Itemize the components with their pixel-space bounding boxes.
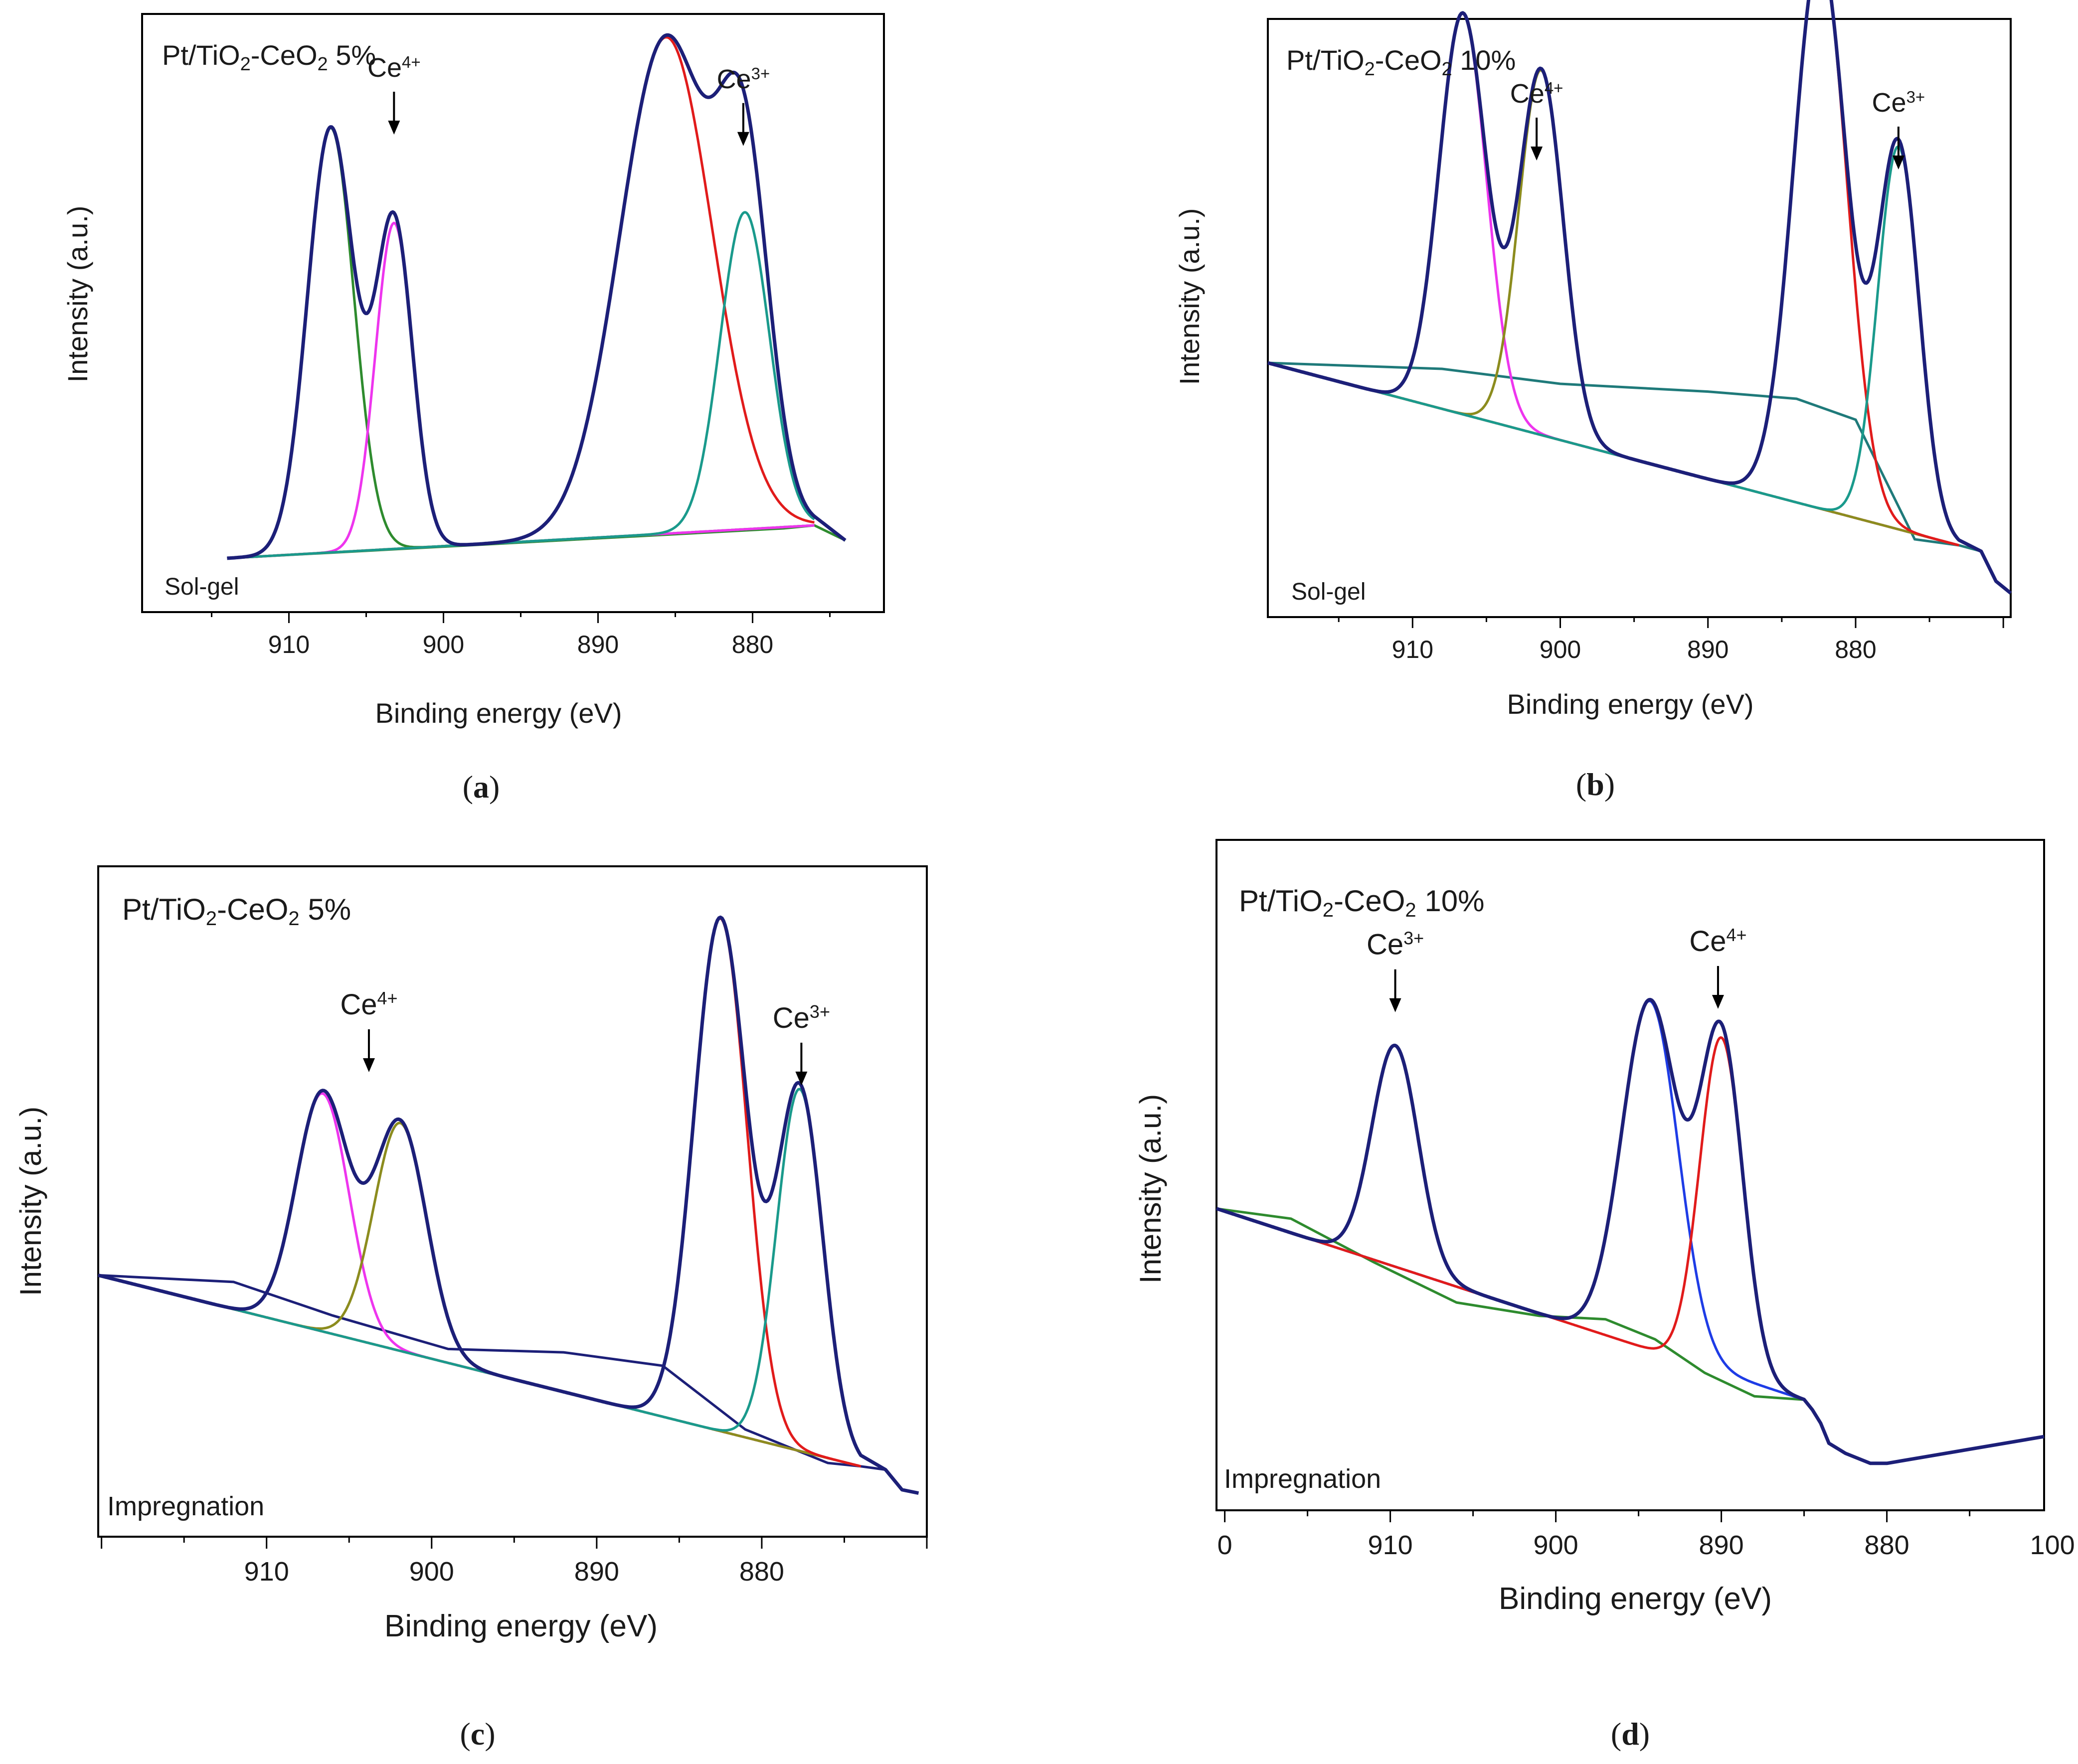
panel-b: Ce4+ Ce3+ 910 900 890 880 Pt/TiO2-CeO2 10% S… [1174, 0, 2012, 802]
plot-frame [97, 865, 928, 1538]
x-tick-label: 880 [739, 1557, 784, 1587]
arrow-down-icon [795, 1071, 808, 1086]
envelope-curve [1267, 0, 2012, 595]
x-tick-label: 880 [732, 631, 773, 658]
x-tick-label: 890 [1687, 636, 1729, 663]
component-curve [227, 221, 815, 560]
method-label: Impregnation [1224, 1464, 1381, 1494]
background-baseline [1267, 361, 2012, 594]
annotation-ce-4plus: Ce4+ [367, 53, 421, 135]
plot-area: Ce4+ Ce3+ [226, 33, 847, 560]
component-curve [227, 211, 815, 560]
arrow-down-icon [1531, 147, 1543, 160]
component-curve [1267, 0, 1959, 547]
annotation-label: Ce4+ [367, 53, 421, 83]
arrow-down-icon [737, 132, 749, 146]
annotation-ce-4plus: Ce4+ [1689, 924, 1747, 1009]
component-curve [1216, 999, 1805, 1401]
x-tick-label: 910 [1392, 636, 1433, 663]
caption-d: (d) [1611, 1716, 1650, 1752]
background-baseline [98, 1274, 919, 1495]
annotation-label: Ce3+ [1872, 88, 1925, 118]
annotation-label: Ce4+ [1510, 79, 1563, 109]
component-curve [98, 1088, 862, 1456]
x-tick-label: 910 [1368, 1530, 1413, 1560]
x-axis-label: Binding energy (eV) [375, 697, 622, 729]
x-tick-label: 910 [244, 1557, 289, 1587]
x-axis-label: Binding energy (eV) [1507, 688, 1754, 720]
envelope-curve [226, 33, 847, 560]
x-tick-label: 880 [1865, 1530, 1909, 1560]
panel-d: Ce3+ Ce4+ 0 910 900 890 880 100 Pt/TiO2-CeO2 1… [1134, 839, 2075, 1752]
annotation-ce-3plus: Ce3+ [717, 64, 770, 146]
envelope-curve [98, 915, 919, 1495]
plot-frame [1215, 839, 2045, 1511]
annotation-ce-4plus: Ce4+ [1510, 79, 1563, 160]
x-axis-label: Binding energy (eV) [384, 1609, 658, 1643]
arrow-down-icon [362, 1058, 375, 1072]
panel-a: Ce4+ Ce3+ 910 900 890 880 Pt/TiO2-CeO2 5% So… [62, 13, 885, 804]
method-label: Impregnation [107, 1491, 264, 1521]
annotation-ce-3plus: Ce3+ [773, 1001, 830, 1086]
caption-a: (a) [463, 769, 500, 804]
component-curve [227, 126, 815, 560]
method-label: Sol-gel [1291, 579, 1366, 605]
plot-frame [141, 13, 885, 613]
x-tick-label: 890 [574, 1557, 619, 1587]
annotation-label: Ce4+ [1689, 924, 1746, 958]
plot-area: Ce3+ Ce4+ [1215, 924, 2045, 1465]
y-axis-label: Intensity (a.u.) [14, 1107, 47, 1296]
sample-label: Pt/TiO2-CeO2 5% [122, 893, 351, 930]
plot-area: Ce4+ Ce3+ [98, 915, 919, 1495]
arrow-down-icon [388, 121, 400, 135]
y-axis-label: Intensity (a.u.) [1174, 208, 1205, 385]
caption-c: (c) [460, 1716, 495, 1752]
x-tick-label: 900 [1540, 636, 1581, 663]
background-baseline [1216, 1207, 2045, 1465]
x-tick-label: 900 [423, 631, 464, 658]
component-curve [1267, 145, 1960, 541]
y-axis-label: Intensity (a.u.) [1134, 1094, 1167, 1283]
x-tick-label: 890 [1699, 1530, 1744, 1560]
sample-label: Pt/TiO2-CeO2 5% [162, 39, 376, 75]
annotation-ce-3plus: Ce3+ [1367, 928, 1424, 1012]
annotation-label: Ce3+ [717, 64, 770, 94]
arrow-down-icon [1892, 156, 1905, 169]
arrow-down-icon [1712, 994, 1724, 1009]
annotation-label: Ce3+ [773, 1001, 830, 1034]
x-tick-label: 880 [1835, 636, 1876, 663]
annotation-label: Ce4+ [340, 987, 397, 1021]
plot-frame [1267, 18, 2012, 618]
annotation-ce-3plus: Ce3+ [1872, 88, 1925, 169]
x-axis: 910 900 890 880 [1338, 617, 2004, 663]
annotation-ce-4plus: Ce4+ [340, 987, 398, 1072]
annotation-label: Ce3+ [1367, 928, 1424, 961]
arrow-down-icon [1389, 998, 1401, 1012]
x-tick-label: 0 [1217, 1530, 1232, 1560]
caption-b: (b) [1576, 767, 1615, 802]
plot-area: Ce4+ Ce3+ [1267, 0, 2012, 595]
sample-label: Pt/TiO2-CeO2 10% [1286, 44, 1516, 80]
x-axis-label: Binding energy (eV) [1499, 1582, 1772, 1616]
component-curve [98, 917, 862, 1468]
x-tick-label: 100 [2030, 1530, 2075, 1560]
x-axis: 910 900 890 880 [101, 1537, 928, 1587]
x-axis: 910 900 890 880 [211, 612, 831, 658]
envelope-curve [1215, 997, 2045, 1465]
x-tick-label: 910 [268, 631, 310, 658]
panel-c: Ce4+ Ce3+ 910 900 890 880 Pt/TiO2-CeO2 5% Im… [14, 865, 928, 1752]
y-axis-label: Intensity (a.u.) [62, 206, 93, 383]
sample-label: Pt/TiO2-CeO2 10% [1239, 884, 1484, 921]
method-label: Sol-gel [165, 574, 239, 600]
x-tick-label: 900 [409, 1557, 454, 1587]
x-axis: 0 910 900 890 880 100 [1217, 1510, 2075, 1560]
x-tick-label: 890 [577, 631, 619, 658]
x-tick-label: 900 [1534, 1530, 1578, 1560]
